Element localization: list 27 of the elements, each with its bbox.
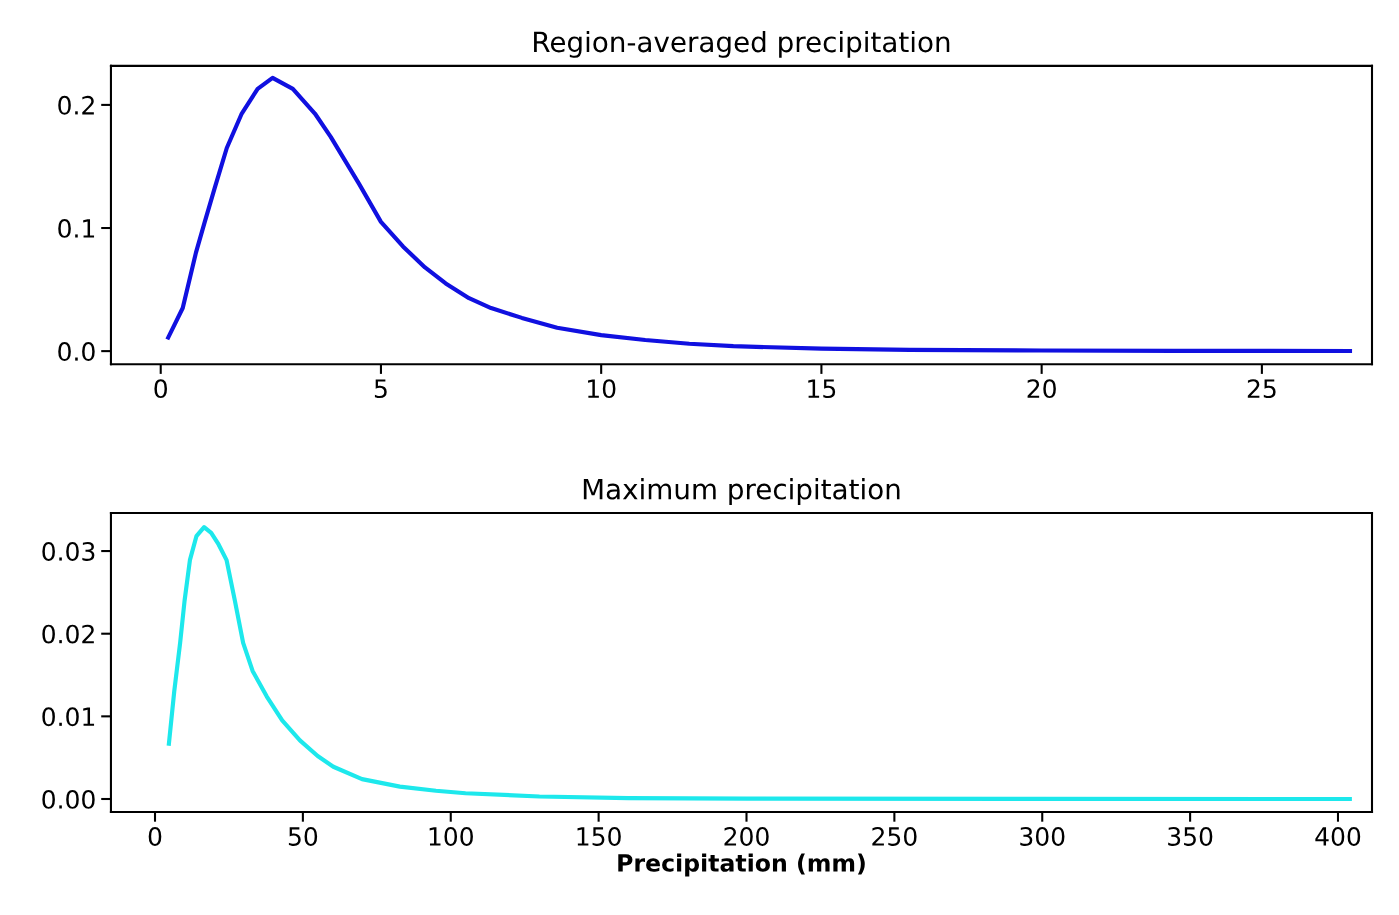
x-tick-label: 5 [374, 379, 387, 399]
x-tick-label: 200 [724, 827, 769, 846]
line-series [166, 75, 1353, 354]
chart-title: Region-averaged precipitation [534, 30, 950, 58]
y-tick-label: 0.0 [58, 342, 95, 361]
x-tick-label: 50 [288, 827, 318, 846]
y-tick-label: 0.02 [42, 624, 94, 644]
chart-title: Maximum precipitation [583, 478, 900, 505]
line-series [166, 525, 1352, 802]
x-tick-label: 0 [148, 827, 162, 846]
y-tick-label: 0.2 [58, 95, 94, 115]
y-tick-label: 0.1 [58, 218, 95, 238]
x-tick-label: 15 [808, 379, 836, 399]
x-axis-title: Precipitation (mm) [618, 853, 865, 877]
y-tick-label: 0.00 [42, 789, 95, 809]
x-tick-label: 350 [1168, 827, 1213, 846]
x-tick-label: 250 [872, 827, 917, 846]
x-tick-label: 10 [588, 379, 616, 399]
x-tick-label: 20 [1027, 379, 1056, 399]
y-tick-label: 0.03 [42, 542, 95, 561]
x-tick-label: 300 [1020, 827, 1065, 846]
x-tick-label: 25 [1247, 379, 1276, 399]
x-tick-label: 0 [154, 379, 168, 399]
x-tick-label: 150 [577, 827, 621, 846]
x-tick-label: 100 [429, 827, 473, 846]
x-tick-label: 400 [1315, 827, 1361, 846]
y-tick-label: 0.01 [42, 707, 95, 727]
